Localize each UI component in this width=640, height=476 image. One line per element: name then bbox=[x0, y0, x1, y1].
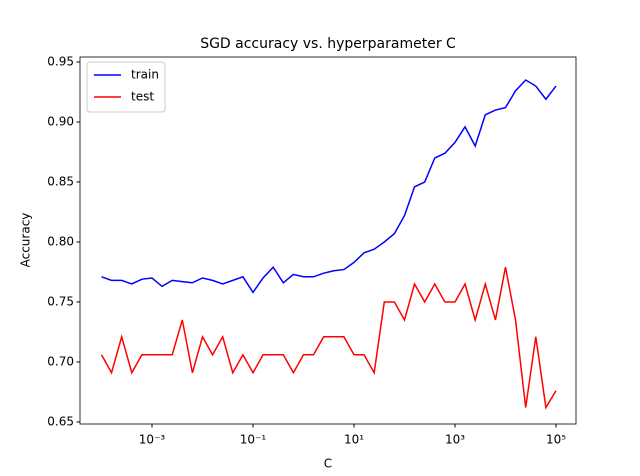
y-tick-label: 0.90 bbox=[47, 115, 74, 129]
chart-title: SGD accuracy vs. hyperparameter C bbox=[200, 36, 456, 52]
line-series bbox=[100, 267, 557, 410]
y-tick-label: 0.65 bbox=[47, 414, 74, 428]
line-series bbox=[101, 79, 557, 294]
x-tick-label: 10¹ bbox=[344, 433, 364, 447]
y-axis-label: Accuracy bbox=[19, 213, 33, 268]
y-tick-label: 0.70 bbox=[47, 354, 74, 368]
x-tick-label: 10⁻³ bbox=[139, 433, 166, 447]
x-tick-label: 10³ bbox=[445, 433, 465, 447]
x-tick-label: 10⁻¹ bbox=[240, 433, 267, 447]
y-tick-label: 0.85 bbox=[47, 175, 74, 189]
y-tick-label: 0.75 bbox=[47, 294, 74, 308]
x-tick-label: 10⁵ bbox=[546, 433, 566, 447]
legend-label: train bbox=[131, 68, 159, 82]
y-tick-label: 0.95 bbox=[47, 55, 74, 69]
plot-frame bbox=[79, 56, 577, 425]
y-tick-label: 0.80 bbox=[47, 234, 74, 248]
x-axis-label: C bbox=[324, 457, 332, 471]
legend-label: test bbox=[131, 90, 154, 104]
